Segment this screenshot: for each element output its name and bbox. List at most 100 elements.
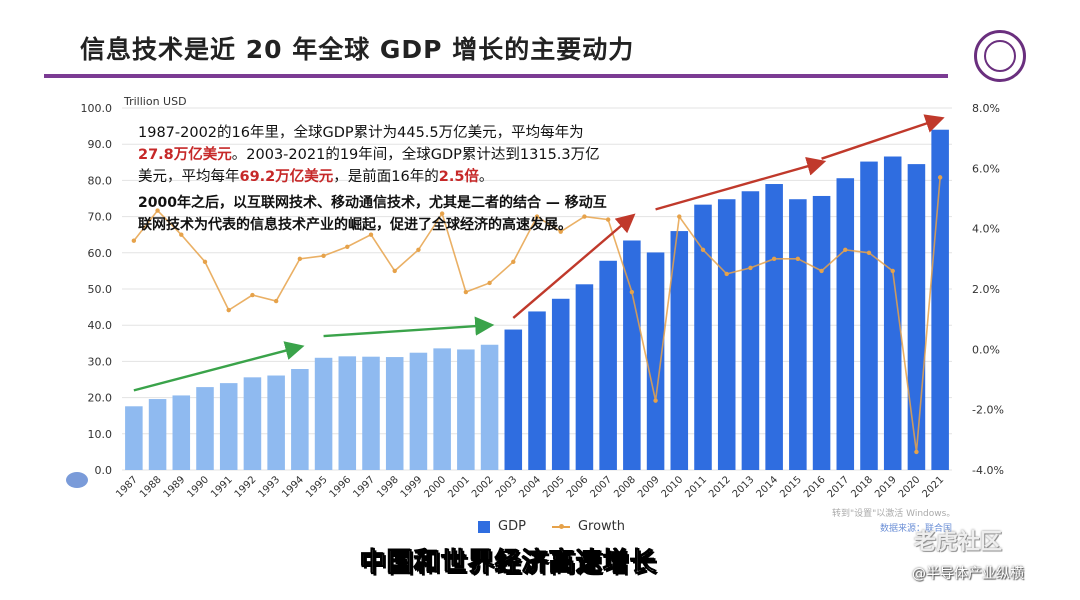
gdp-bar — [457, 349, 475, 470]
legend-growth-label: Growth — [577, 519, 625, 534]
y-right-tick-label: 8.0% — [972, 102, 1000, 115]
gdp-bar — [646, 252, 665, 470]
x-tick-label: 2005 — [541, 474, 567, 500]
growth-point — [629, 289, 635, 295]
x-tick-label: 2009 — [636, 474, 662, 500]
x-tick-label: 2020 — [897, 474, 923, 500]
gdp-bar — [551, 298, 570, 470]
growth-point — [155, 208, 160, 213]
growth-point — [843, 247, 848, 252]
y-right-tick-label: 0.0% — [972, 343, 1000, 356]
title-underline — [44, 74, 948, 78]
gdp-bar — [670, 231, 689, 470]
windows-activation-watermark: 转到"设置"以激活 Windows。 — [832, 509, 956, 519]
x-tick-label: 1990 — [185, 474, 211, 500]
gdp-bar — [172, 395, 191, 470]
gdp-bar — [599, 260, 617, 470]
gdp-bar — [243, 377, 262, 470]
y-left-tick-label: 20.0 — [88, 392, 113, 405]
trend-arrow — [323, 316, 495, 338]
y-left-tick-label: 30.0 — [88, 355, 113, 368]
x-tick-label: 1996 — [328, 474, 354, 500]
x-tick-label: 2012 — [707, 474, 733, 500]
growth-point — [937, 175, 943, 180]
gdp-bar — [694, 204, 712, 471]
gdp-bar — [717, 199, 736, 470]
x-tick-label: 2008 — [612, 474, 638, 500]
x-tick-label: 1987 — [114, 474, 140, 500]
growth-point — [582, 214, 587, 219]
legend-growth-swatch — [551, 523, 570, 529]
gdp-bar — [385, 357, 404, 470]
growth-point — [724, 271, 729, 277]
gdp-bar — [765, 184, 783, 470]
x-tick-label: 1999 — [399, 474, 425, 500]
gdp-bar — [575, 284, 594, 470]
slide-title: 信息技术是近 20 年全球 GDP 增长的主要动力 — [80, 35, 635, 64]
gdp-bar — [362, 356, 380, 470]
y-left-tick-label: 0.0 — [95, 464, 113, 477]
x-tick-label: 1997 — [351, 474, 377, 500]
x-tick-label: 2007 — [588, 474, 614, 500]
legend-gdp-label: GDP — [498, 519, 526, 534]
x-tick-label: 2018 — [849, 474, 875, 500]
growth-point — [179, 232, 184, 237]
x-tick-label: 2015 — [778, 474, 804, 500]
growth-point — [558, 229, 563, 234]
y-left-tick-label: 50.0 — [88, 283, 113, 296]
y-left-tick-label: 100.0 — [81, 102, 113, 115]
gdp-bar — [860, 161, 878, 471]
gdp-bar — [314, 357, 333, 470]
y-axis-unit-label: Trillion USD — [124, 95, 187, 108]
growth-point — [914, 449, 919, 455]
gdp-bar — [504, 329, 523, 470]
trend-arrow — [655, 156, 827, 211]
gdp-bar — [789, 199, 807, 470]
growth-point — [297, 256, 303, 262]
growth-point — [368, 232, 374, 237]
growth-point — [511, 259, 516, 265]
growth-point — [748, 265, 753, 271]
x-tick-label: 1993 — [256, 474, 282, 500]
x-tick-label: 2010 — [660, 474, 686, 500]
x-tick-label: 1998 — [375, 474, 401, 500]
gdp-bar — [812, 195, 831, 470]
trend-arrow — [512, 213, 636, 319]
x-tick-label: 2002 — [470, 474, 496, 500]
author-handle: @半导体产业纵横 — [912, 566, 1024, 582]
growth-point — [653, 398, 658, 403]
growth-point — [273, 298, 279, 304]
growth-point — [131, 238, 137, 243]
growth-point — [345, 244, 350, 249]
growth-point — [226, 307, 231, 313]
x-tick-label: 2011 — [683, 474, 709, 500]
gdp-bar — [125, 406, 143, 470]
growth-point — [250, 292, 255, 298]
y-left-tick-label: 40.0 — [88, 319, 113, 332]
gdp-bar — [623, 240, 641, 470]
x-tick-label: 2006 — [565, 474, 591, 500]
annotation-text: 1987-2002的16年里，全球GDP累计为445.5万亿美元，平均每年为27… — [138, 122, 608, 236]
annotation-paragraph-2: 2000年之后，以互联网技术、移动通信技术，尤其是二者的结合 — 移动互联网技术… — [138, 195, 607, 233]
x-tick-label: 1988 — [138, 474, 164, 500]
y-right-tick-label: 4.0% — [972, 223, 1000, 236]
growth-point — [463, 289, 469, 295]
x-tick-label: 2004 — [517, 474, 543, 500]
growth-point — [321, 253, 326, 259]
gdp-bar — [480, 344, 499, 470]
overlay-dot-icon — [66, 472, 88, 488]
gdp-bar — [931, 129, 949, 470]
x-tick-label: 2014 — [754, 474, 780, 500]
legend-gdp-swatch — [478, 520, 490, 533]
growth-point — [890, 268, 895, 274]
gdp-bar — [291, 369, 309, 470]
gdp-bar — [433, 348, 451, 470]
trend-arrow — [133, 341, 305, 392]
gdp-bar — [409, 352, 428, 470]
chart-legend: GDP Growth — [478, 519, 625, 534]
growth-point — [534, 214, 540, 219]
growth-point — [866, 250, 872, 255]
y-left-tick-label: 10.0 — [88, 428, 113, 441]
growth-point — [677, 214, 682, 219]
y-left-tick-label: 80.0 — [88, 174, 113, 187]
